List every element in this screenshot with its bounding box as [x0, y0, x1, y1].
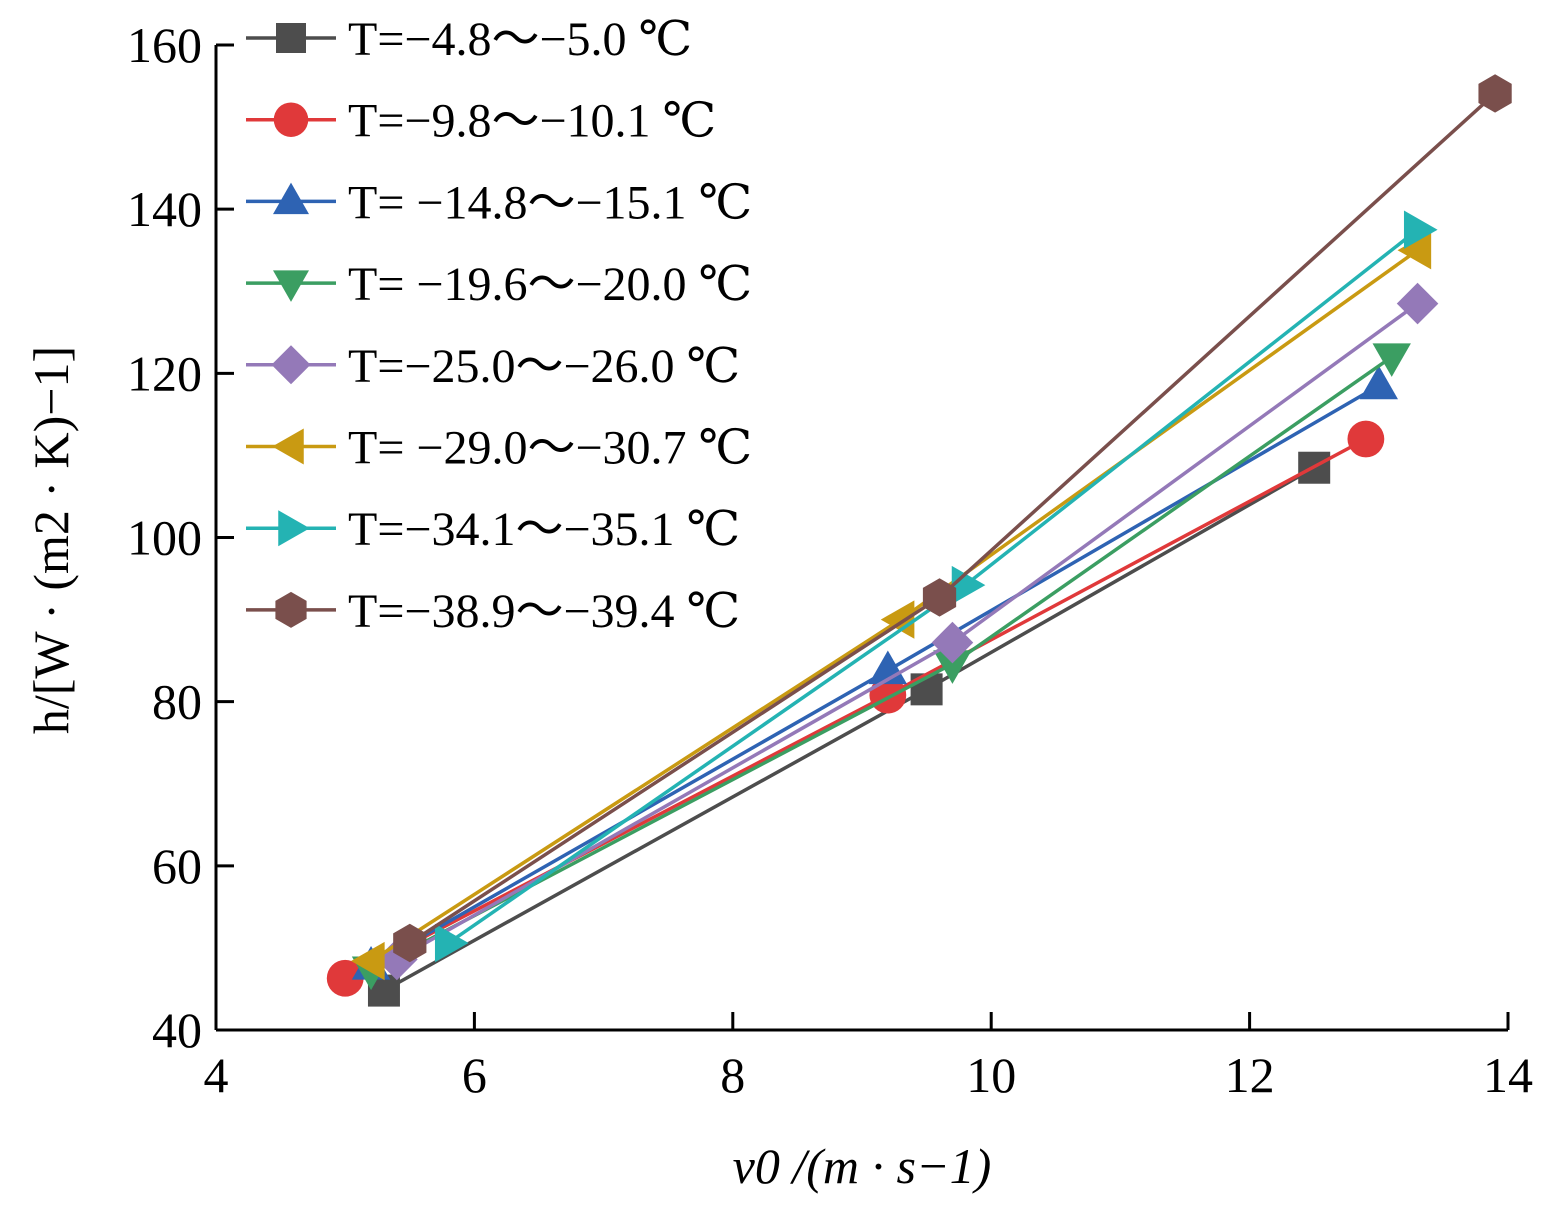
data-point	[434, 923, 469, 963]
series-5	[376, 282, 1439, 981]
legend-item-2: T=−9.8～−10.1 ℃	[246, 95, 716, 148]
legend-marker	[273, 182, 309, 215]
legend-item-3: T= −14.8～−15.1 ℃	[246, 176, 752, 229]
data-point	[933, 650, 972, 684]
data-point	[1397, 231, 1432, 270]
y-tick-label: 120	[127, 345, 202, 401]
series-8	[393, 74, 1512, 963]
y-tick-label: 40	[152, 1002, 202, 1058]
legend-label: T=−25.0～−26.0 ℃	[348, 340, 740, 393]
legend-marker	[275, 591, 307, 628]
legend-label: T= −14.8～−15.1 ℃	[348, 176, 752, 229]
y-tick-label: 100	[127, 510, 202, 566]
data-point	[922, 578, 957, 617]
series-1	[367, 451, 1331, 1007]
legend-item-6: T= −29.0～−30.7 ℃	[246, 422, 752, 475]
y-tick-label: 80	[152, 674, 202, 730]
legend-marker	[276, 23, 306, 53]
legend-label: T=−4.8～−5.0 ℃	[348, 13, 692, 66]
series-7	[434, 210, 1438, 963]
series-layer	[326, 74, 1512, 1007]
data-point	[393, 923, 427, 963]
legend-item-8: T=−38.9～−39.4 ℃	[246, 585, 740, 638]
legend-item-4: T= −19.6～−20.0 ℃	[246, 258, 752, 311]
data-point	[351, 941, 385, 981]
legend: T=−4.8～−5.0 ℃ T=−9.8～−10.1 ℃ T= −14.8～−15.…	[246, 13, 752, 638]
legend-marker	[273, 270, 309, 302]
data-point	[880, 600, 915, 639]
y-tick-label: 160	[127, 17, 202, 73]
legend-marker	[278, 510, 310, 547]
legend-marker	[271, 345, 311, 385]
data-point	[376, 938, 418, 981]
data-point	[1359, 365, 1398, 400]
legend-label: T=−9.8～−10.1 ℃	[348, 95, 716, 148]
data-point	[1478, 74, 1512, 113]
x-tick-label: 6	[462, 1047, 487, 1103]
x-tick-label: 8	[720, 1047, 745, 1103]
legend-marker	[273, 102, 309, 137]
data-point	[1347, 420, 1385, 458]
legend-label: T=−34.1～−35.1 ℃	[348, 503, 740, 556]
y-axis-title: h/[W · (m2 · K)−1]	[23, 346, 79, 734]
x-tick-label: 14	[1483, 1047, 1533, 1103]
x-tick-label: 4	[204, 1047, 229, 1103]
data-point	[1396, 282, 1439, 325]
data-point	[1403, 210, 1438, 249]
x-axis-title: v0 /(m · s−1)	[733, 1138, 992, 1194]
series-6	[351, 231, 1432, 981]
y-tick-label: 140	[127, 181, 202, 237]
legend-label: T=−38.9～−39.4 ℃	[348, 585, 740, 638]
x-tick-label: 12	[1225, 1047, 1275, 1103]
y-tick-label: 60	[152, 838, 202, 894]
legend-item-1: T=−4.8～−5.0 ℃	[246, 13, 692, 66]
axes: 4 6 8 10 12 14 40 60 80 100 120 140 160	[127, 17, 1533, 1103]
legend-item-5: T=−25.0～−26.0 ℃	[246, 340, 740, 393]
data-point	[951, 565, 986, 605]
data-point	[1372, 343, 1411, 377]
legend-label: T= −29.0～−30.7 ℃	[348, 422, 752, 475]
legend-label: T= −19.6～−20.0 ℃	[348, 258, 752, 311]
legend-marker	[272, 428, 304, 465]
data-point	[326, 959, 364, 997]
data-point	[931, 621, 974, 664]
legend-item-7: T=−34.1～−35.1 ℃	[246, 503, 740, 556]
x-tick-label: 10	[966, 1047, 1016, 1103]
